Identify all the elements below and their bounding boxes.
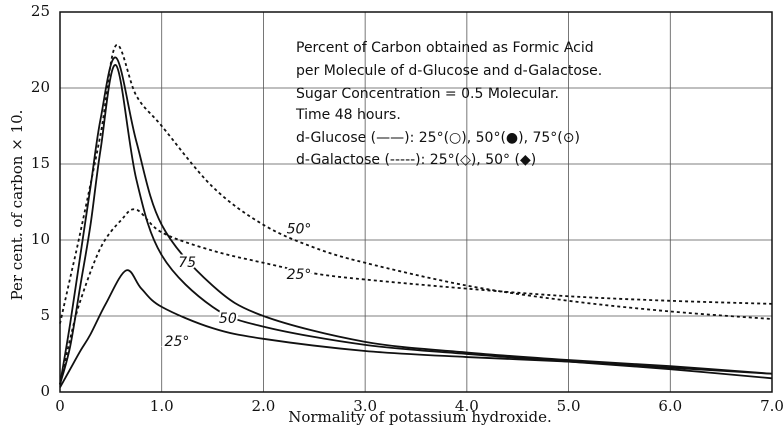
curve (59, 64, 773, 385)
legend-text: Time 48 hours. (295, 107, 401, 123)
y-tick-label: 10 (31, 230, 50, 248)
plot-frame (59, 11, 773, 393)
curve (59, 269, 773, 388)
x-tick-label: 5.0 (557, 397, 581, 415)
x-tick-label: 3.0 (353, 397, 377, 415)
curve-label: 75 (178, 255, 196, 271)
x-tick-label: 7.0 (760, 397, 783, 415)
legend-text: d-Glucose (——): 25°(○), 50°(●), 75°(⊙) (296, 130, 580, 146)
y-tick-label: 0 (40, 382, 50, 400)
legend-text: d-Galactose (-----): 25°(◇), 50° (◆) (296, 152, 536, 168)
x-tick-label: 0 (55, 397, 65, 415)
x-tick-label: 4.0 (455, 397, 479, 415)
x-tick-label: 6.0 (658, 397, 682, 415)
curve-label: 50° (287, 221, 312, 237)
curve-label: 25° (165, 334, 190, 350)
curve-label: 25° (287, 267, 312, 283)
legend-text: Percent of Carbon obtained as Formic Aci… (296, 40, 594, 56)
y-tick-label: 15 (31, 154, 50, 172)
legend-text: Sugar Concentration = 0.5 Molecular. (296, 86, 559, 102)
y-tick-label: 20 (31, 78, 50, 96)
y-tick-label: 25 (31, 2, 50, 20)
x-tick-label: 2.0 (251, 397, 275, 415)
curve-label: 50 (219, 311, 237, 327)
y-axis-label: Per cent. of carbon × 10. (8, 110, 26, 301)
curve (59, 208, 773, 385)
x-tick-label: 1.0 (150, 397, 174, 415)
y-tick-label: 5 (40, 306, 50, 324)
curve (59, 56, 773, 385)
legend-text: per Molecule of d-Glucose and d-Galactos… (296, 63, 602, 79)
x-axis-label: Normality of potassium hydroxide. (288, 408, 552, 426)
